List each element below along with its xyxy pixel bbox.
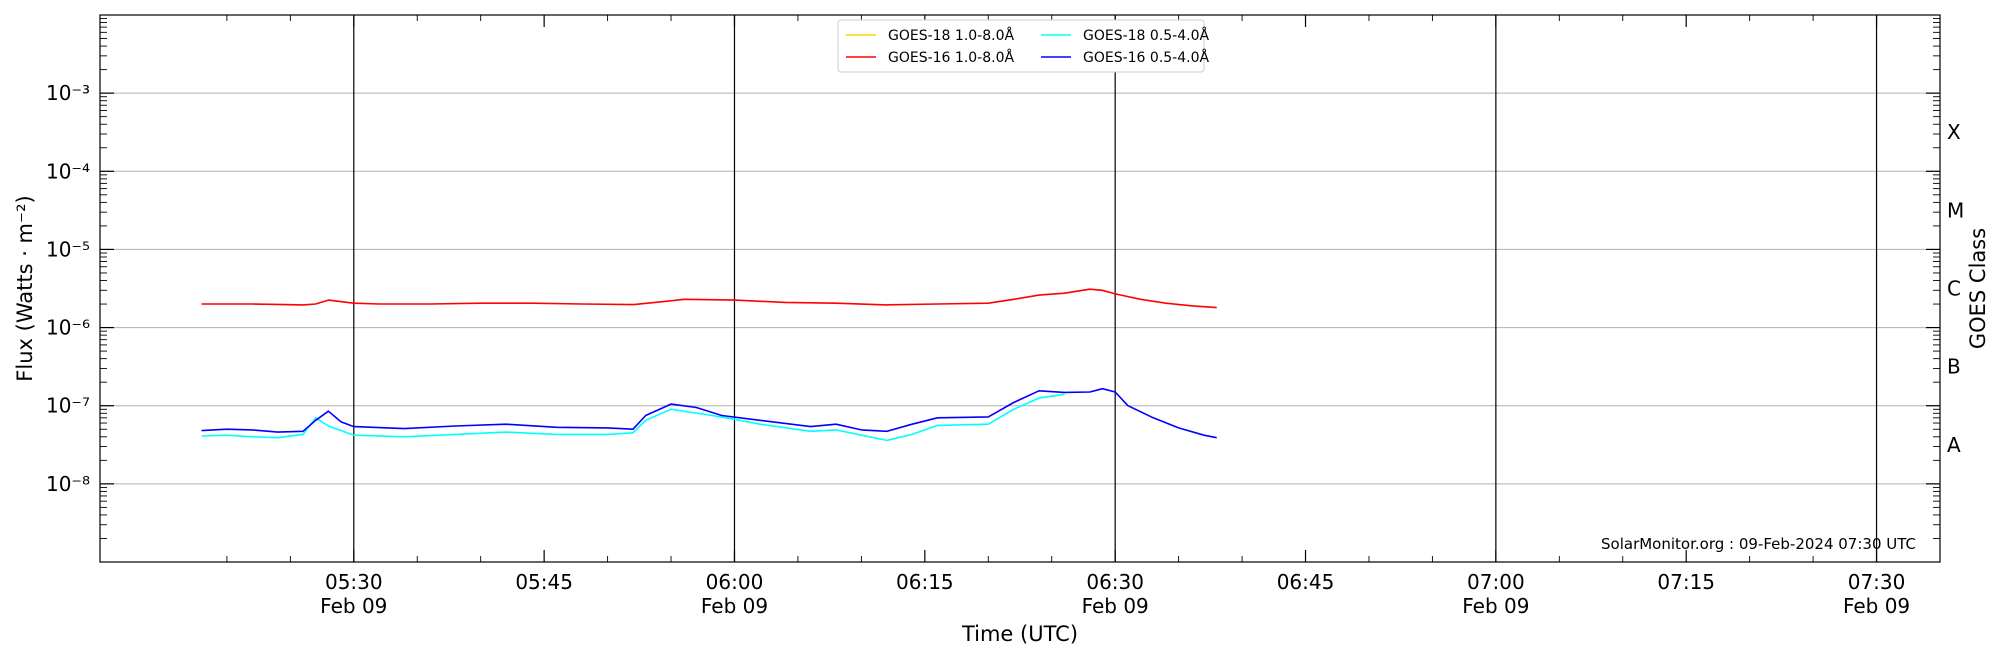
goes-class-labels: A B C M X — [1947, 120, 1964, 457]
x-tick-label-time: 06:00 — [706, 570, 764, 594]
goes-class-label: B — [1947, 355, 1961, 379]
legend-label-2: GOES-18 0.5-4.0Å — [1083, 27, 1209, 44]
plot-frame — [99, 14, 1941, 563]
source-annotation: SolarMonitor.org : 09-Feb-2024 07:30 UTC — [1601, 535, 1916, 553]
y-tick-label: 10⁻⁵ — [46, 237, 90, 261]
series-line-1 — [201, 288, 1217, 309]
y-tick-label: 10⁻³ — [46, 81, 90, 105]
x-tick-label-time: 06:45 — [1277, 570, 1335, 594]
legend: GOES-18 1.0-8.0Å GOES-16 1.0-8.0Å GOES-18 … — [837, 19, 1209, 73]
series-line-2 — [201, 393, 1065, 442]
x-tick-label-time: 07:30 — [1848, 570, 1906, 594]
y-axis-title: Flux (Watts · m⁻²) — [13, 195, 37, 381]
y-tick-label: 10⁻⁷ — [46, 394, 90, 418]
x-axis-title: Time (UTC) — [961, 622, 1078, 646]
legend-label-1: GOES-16 1.0-8.0Å — [888, 49, 1014, 66]
x-tick-label-date: Feb 09 — [1082, 594, 1149, 618]
x-tick-label-time: 06:15 — [896, 570, 954, 594]
x-tick-label-time: 06:30 — [1086, 570, 1144, 594]
day-marker-lines — [353, 15, 1878, 562]
x-tick-label-date: Feb 09 — [701, 594, 768, 618]
series-lines — [201, 288, 1217, 442]
goes-class-axis-title: GOES Class — [1966, 228, 1990, 349]
legend-label-3: GOES-16 0.5-4.0Å — [1083, 49, 1209, 66]
legend-label-0: GOES-18 1.0-8.0Å — [888, 27, 1014, 44]
grid-lines — [100, 92, 1940, 485]
x-tick-label-time: 07:00 — [1467, 570, 1525, 594]
legend-box — [837, 19, 1205, 73]
x-tick-label-time: 07:15 — [1657, 570, 1715, 594]
y-tick-label: 10⁻⁶ — [46, 316, 90, 340]
y-tick-label: 10⁻⁸ — [46, 472, 90, 496]
y-tick-label: 10⁻⁴ — [46, 159, 90, 183]
series-line-3 — [201, 387, 1217, 439]
goes-class-label: C — [1947, 277, 1961, 301]
x-tick-label-time: 05:45 — [515, 570, 573, 594]
x-tick-label-time: 05:30 — [325, 570, 383, 594]
goes-class-label: X — [1947, 120, 1961, 144]
x-tick-label-date: Feb 09 — [320, 594, 387, 618]
goes-class-label: A — [1947, 433, 1961, 457]
x-tick-label-date: Feb 09 — [1843, 594, 1910, 618]
goes-class-label: M — [1947, 198, 1964, 222]
axis-ticks — [99, 15, 1941, 562]
x-tick-label-date: Feb 09 — [1462, 594, 1529, 618]
y-tick-labels: 10⁻⁸ 10⁻⁷ 10⁻⁶ 10⁻⁵ 10⁻⁴ 10⁻³ — [46, 81, 90, 496]
